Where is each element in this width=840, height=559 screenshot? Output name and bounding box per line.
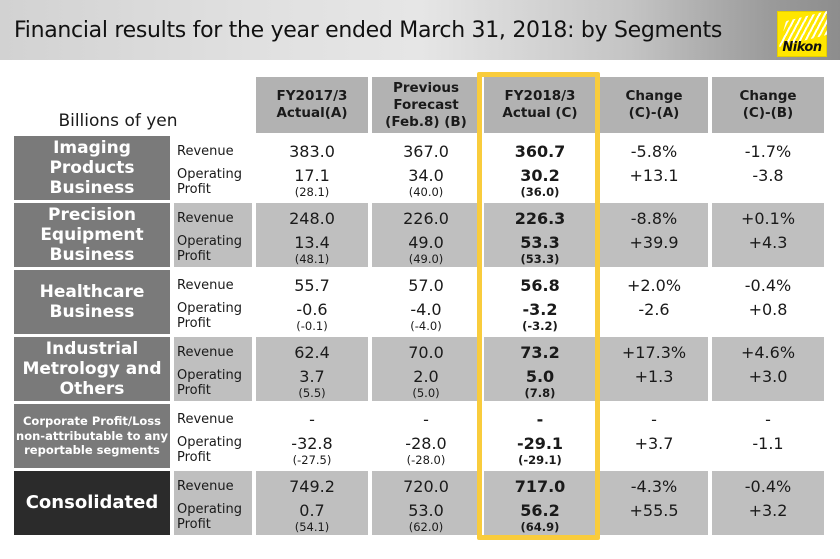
operating-profit-label: Operating Profit <box>177 300 242 331</box>
cell-imaging-a: 383.0 17.1 (28.1) <box>289 141 335 200</box>
cell-imaging-b: 367.0 34.0 (40.0) <box>403 141 449 200</box>
cell-corporate-c: - -29.1 (-29.1) <box>516 409 564 468</box>
column-header-fy2017: FY2017/3 Actual(A) <box>256 77 368 133</box>
row-labels-corporate: Revenue Operating Profit <box>174 404 252 468</box>
operating-profit-label: Operating Profit <box>177 367 242 398</box>
cell-precision-b: 226.0 49.0 (49.0) <box>372 203 480 267</box>
nikon-logo: Nikon <box>777 11 827 57</box>
cell-corporate-change-cb: - -1.1 <box>752 409 784 454</box>
cell-corporate-b: - -28.0 (-28.0) <box>405 409 447 468</box>
revenue-label: Revenue <box>177 143 234 159</box>
segment-label-imaging: Imaging Products Business <box>14 136 170 200</box>
unit-label: Billions of yen <box>58 111 178 131</box>
row-labels-precision: Revenue Operating Profit <box>174 203 252 267</box>
cell-consolidated-c: 717.0 56.2 (64.9) <box>484 471 596 535</box>
row-labels-industrial: Revenue Operating Profit <box>174 337 252 401</box>
operating-profit-label: Operating Profit <box>177 434 242 465</box>
cell-imaging-c: 360.7 30.2 (36.0) <box>514 141 566 200</box>
cell-precision-change-ca: -8.8% +39.9 <box>600 203 708 267</box>
segment-label-precision: Precision Equipment Business <box>14 203 170 267</box>
revenue-label: Revenue <box>177 478 234 494</box>
cell-consolidated-change-cb: -0.4% +3.2 <box>712 471 824 535</box>
segment-label-healthcare: Healthcare Business <box>14 270 170 334</box>
cell-consolidated-change-ca: -4.3% +55.5 <box>600 471 708 535</box>
column-header-change-cb: Change (C)-(B) <box>712 77 824 133</box>
cell-industrial-c: 73.2 5.0 (7.8) <box>484 337 596 401</box>
cell-healthcare-a: 55.7 -0.6 (-0.1) <box>294 275 330 334</box>
revenue-label: Revenue <box>177 210 234 226</box>
financial-table: Billions of yen FY2017/3 Actual(A) Previo… <box>14 77 824 535</box>
cell-industrial-a: 62.4 3.7 (5.5) <box>256 337 368 401</box>
column-header-fy2018: FY2018/3 Actual (C) <box>484 77 596 133</box>
cell-corporate-a: - -32.8 (-27.5) <box>291 409 333 468</box>
operating-profit-label: Operating Profit <box>177 501 242 532</box>
cell-healthcare-change-cb: -0.4% +0.8 <box>744 275 792 320</box>
nikon-logo-text: Nikon <box>782 40 822 55</box>
segment-label-consolidated: Consolidated <box>14 471 170 535</box>
cell-imaging-change-cb: -1.7% -3.8 <box>744 141 792 186</box>
cell-healthcare-change-ca: +2.0% -2.6 <box>626 275 682 320</box>
revenue-label: Revenue <box>177 277 234 293</box>
cell-corporate-change-ca: - +3.7 <box>634 409 674 454</box>
row-labels-imaging: Revenue Operating Profit <box>174 136 252 200</box>
title-bar: Financial results for the year ended Mar… <box>0 0 840 60</box>
cell-precision-a: 248.0 13.4 (48.1) <box>256 203 368 267</box>
row-labels-healthcare: Revenue Operating Profit <box>174 270 252 334</box>
operating-profit-label: Operating Profit <box>177 166 242 197</box>
column-header-forecast: Previous Forecast (Feb.8) (B) <box>372 77 480 133</box>
cell-healthcare-c: 56.8 -3.2 (-3.2) <box>520 275 560 334</box>
cell-industrial-change-ca: +17.3% +1.3 <box>600 337 708 401</box>
cell-precision-change-cb: +0.1% +4.3 <box>712 203 824 267</box>
cell-imaging-change-ca: -5.8% +13.1 <box>629 141 679 186</box>
revenue-label: Revenue <box>177 411 234 427</box>
page-title: Financial results for the year ended Mar… <box>14 17 723 43</box>
segment-label-industrial: Industrial Metrology and Others <box>14 337 170 401</box>
cell-healthcare-b: 57.0 -4.0 (-4.0) <box>408 275 444 334</box>
operating-profit-label: Operating Profit <box>177 233 242 264</box>
revenue-label: Revenue <box>177 344 234 360</box>
cell-consolidated-a: 749.2 0.7 (54.1) <box>256 471 368 535</box>
cell-consolidated-b: 720.0 53.0 (62.0) <box>372 471 480 535</box>
cell-precision-c: 226.3 53.3 (53.3) <box>484 203 596 267</box>
row-labels-consolidated: Revenue Operating Profit <box>174 471 252 535</box>
cell-industrial-change-cb: +4.6% +3.0 <box>712 337 824 401</box>
cell-industrial-b: 70.0 2.0 (5.0) <box>372 337 480 401</box>
column-header-change-ca: Change (C)-(A) <box>600 77 708 133</box>
segment-label-corporate: Corporate Profit/Loss non-attributable t… <box>14 404 170 468</box>
